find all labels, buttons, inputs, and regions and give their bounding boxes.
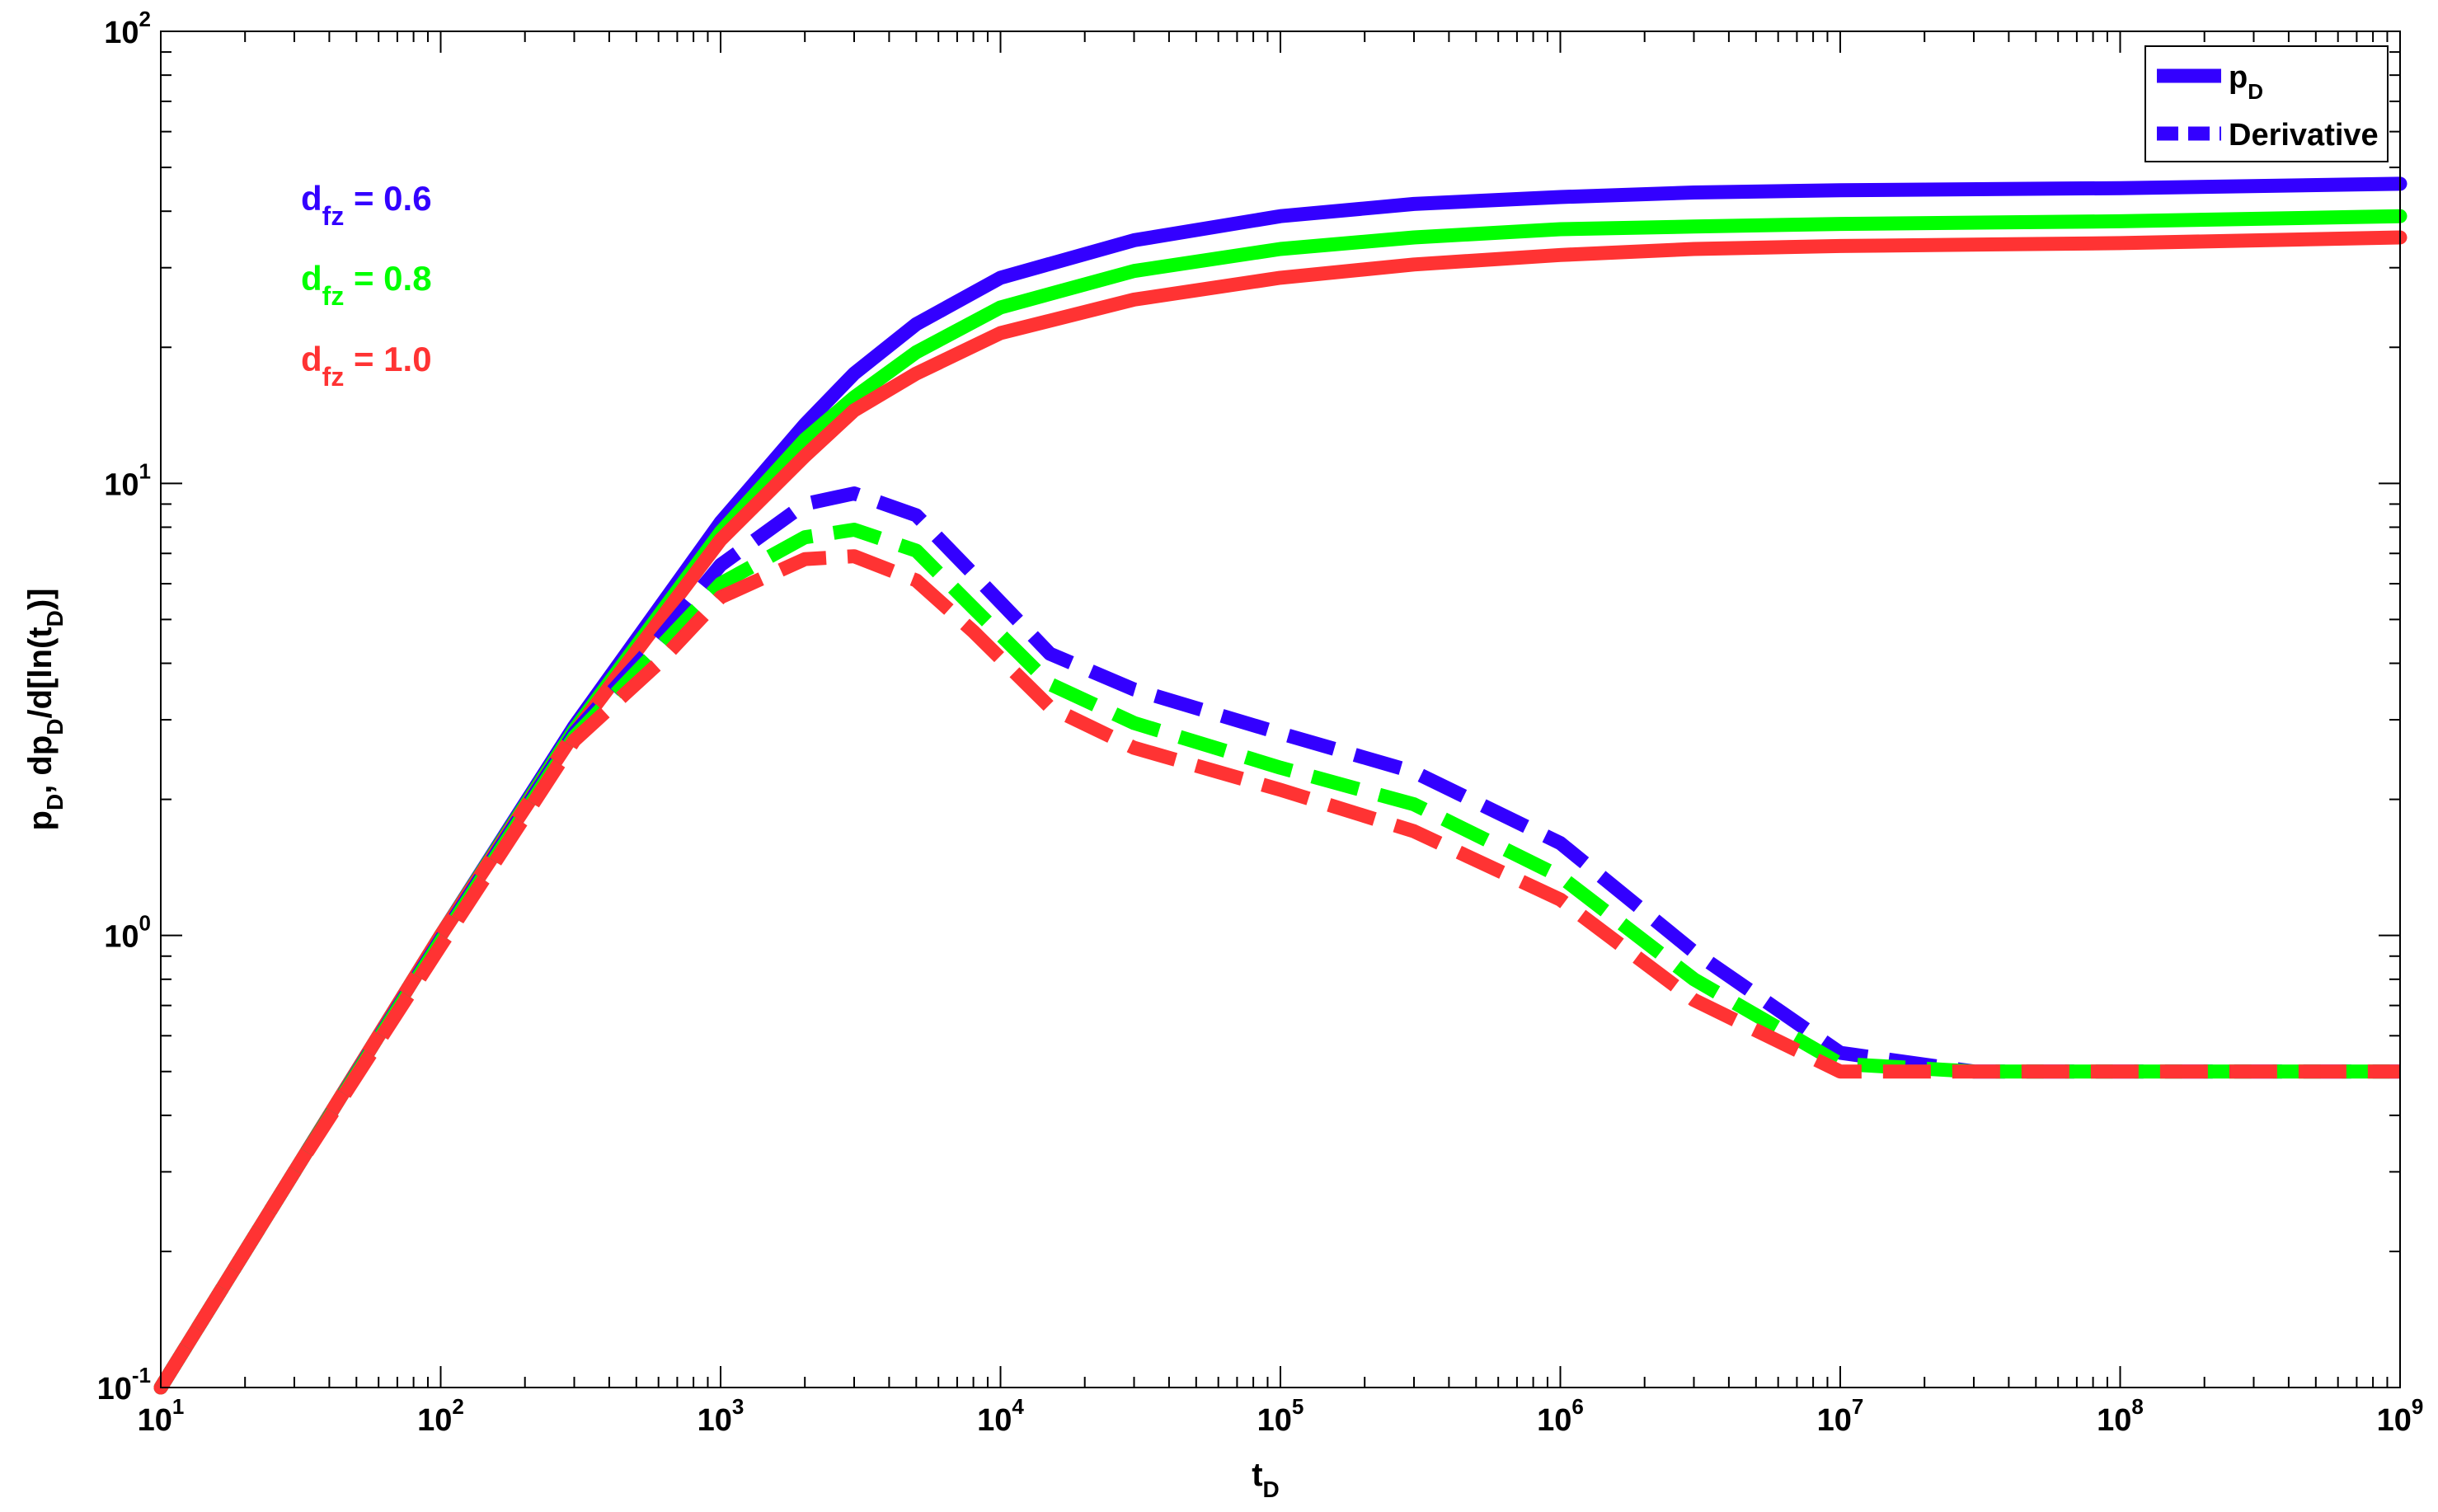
series-line-6 <box>154 549 2400 1392</box>
x-tick-label: 106 <box>1537 1394 1584 1438</box>
legend-label-subscript: D <box>2248 79 2263 104</box>
x-tick-label: 103 <box>698 1394 745 1438</box>
y-tick-label: 102 <box>104 7 151 50</box>
annotation-subscript: fz <box>322 362 345 392</box>
x-tick-label: 104 <box>977 1394 1024 1438</box>
annotation-dfz-3: dfz = 1.0 <box>301 340 432 392</box>
y-axis-label: pD, dpD/d[ln(tD)] <box>22 589 68 831</box>
legend-label-text: p <box>2229 60 2248 95</box>
annotation-dfz-2: dfz = 0.8 <box>301 259 432 311</box>
labels-layer: 101 102 103 104 105 106 107 108 10910-1100101102… <box>22 7 2423 1502</box>
y-tick-exponent: -1 <box>132 1363 151 1388</box>
y-axis-label-subscript: D <box>42 794 68 810</box>
annotation-subscript: fz <box>322 201 345 231</box>
y-tick-exponent: 0 <box>139 911 151 936</box>
y-tick-base: 10 <box>97 1372 132 1406</box>
x-tick-base: 10 <box>2377 1403 2412 1438</box>
x-axis-label-base: t <box>1252 1457 1262 1493</box>
x-tick-base: 10 <box>977 1403 1012 1438</box>
x-tick-exponent: 4 <box>1012 1394 1024 1419</box>
legend-layer: pD Derivative <box>2144 45 2389 162</box>
x-tick-exponent: 3 <box>732 1394 744 1419</box>
y-axis-label-part: , dp <box>22 735 59 794</box>
y-tick-label: 100 <box>104 911 151 955</box>
x-axis-label: tD <box>1252 1457 1280 1502</box>
x-tick-label: 102 <box>417 1394 464 1438</box>
x-tick-label: 109 <box>2377 1394 2424 1438</box>
y-tick-exponent: 2 <box>139 7 151 31</box>
y-axis-label-part: )] <box>22 589 59 611</box>
annotation-base: d <box>301 340 322 378</box>
x-tick-base: 10 <box>1257 1403 1292 1438</box>
plot-frame <box>160 31 2401 1388</box>
x-tick-label: 105 <box>1257 1394 1304 1438</box>
annotation-base: d <box>301 179 322 218</box>
y-tick-label: 10-1 <box>97 1363 151 1406</box>
x-tick-label: 107 <box>1817 1394 1864 1438</box>
series-layer <box>153 176 2407 1395</box>
x-tick-exponent: 9 <box>2412 1394 2423 1419</box>
y-axis-label-subscript: D <box>42 610 68 627</box>
y-axis-label-part: /d[ln(t <box>22 627 59 718</box>
y-axis-label-subscript: D <box>42 718 68 735</box>
x-tick-base: 10 <box>1537 1403 1571 1438</box>
y-axis-label-part: p <box>22 810 59 830</box>
annotation-value: = 0.8 <box>344 259 431 298</box>
annotation-base: d <box>301 259 322 298</box>
x-tick-exponent: 6 <box>1571 1394 1583 1419</box>
x-tick-base: 10 <box>1817 1403 1852 1438</box>
x-tick-exponent: 7 <box>1852 1394 1863 1419</box>
x-axis-label-subscript: D <box>1263 1477 1280 1502</box>
legend-label-1: pD <box>2229 60 2263 104</box>
x-tick-label: 108 <box>2097 1394 2144 1438</box>
x-tick-base: 10 <box>138 1403 172 1438</box>
x-tick-base: 10 <box>417 1403 452 1438</box>
x-tick-exponent: 2 <box>452 1394 463 1419</box>
annotation-subscript: fz <box>322 281 345 311</box>
x-tick-base: 10 <box>2097 1403 2131 1438</box>
legend-label-text: Derivative <box>2229 118 2379 153</box>
annotation-value: = 0.6 <box>344 179 431 218</box>
y-tick-base: 10 <box>104 467 139 502</box>
y-tick-label: 101 <box>104 458 151 502</box>
x-tick-exponent: 5 <box>1292 1394 1304 1419</box>
legend-label-2: Derivative <box>2229 118 2379 153</box>
x-tick-exponent: 8 <box>2131 1394 2143 1419</box>
x-tick-exponent: 1 <box>172 1394 184 1419</box>
legend-box <box>2144 45 2389 162</box>
y-tick-base: 10 <box>104 16 139 50</box>
y-tick-base: 10 <box>104 920 139 955</box>
annotation-value: = 1.0 <box>344 340 431 378</box>
x-tick-label: 101 <box>138 1394 185 1438</box>
y-tick-exponent: 1 <box>139 458 151 483</box>
x-tick-base: 10 <box>698 1403 732 1438</box>
annotation-dfz-1: dfz = 0.6 <box>301 179 432 231</box>
